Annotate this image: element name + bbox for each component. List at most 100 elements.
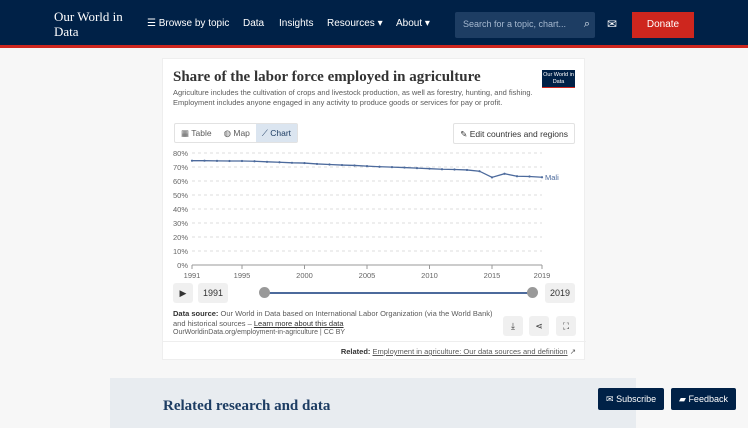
chart-title: Share of the labor force employed in agr… [173,69,481,85]
pencil-icon: ✎ [460,129,468,139]
related-link-row: Related: Employment in agriculture: Our … [341,347,576,356]
y-tick-label: 0% [177,261,188,270]
x-tick-label: 2000 [296,271,313,280]
line-chart-icon: ⟋ [261,128,268,138]
related-link[interactable]: Employment in agriculture: Our data sour… [372,347,568,356]
newsletter-icon[interactable]: ✉ [607,17,618,31]
tab-chart[interactable]: ⟋ Chart [255,124,298,142]
data-point [378,165,381,168]
series-label: Mali [545,173,559,182]
data-point [340,163,344,167]
nav-resources[interactable]: Resources ▾ [327,18,383,29]
data-point [265,160,269,163]
timeline-track[interactable] [269,292,533,294]
data-point [428,167,431,170]
y-tick-label: 70% [173,163,188,172]
owid-logo[interactable]: Our World in Data [54,9,123,39]
data-point [328,163,331,166]
data-point [228,159,231,163]
x-tick-label: 2015 [484,271,501,280]
y-tick-label: 10% [173,247,188,256]
timeline-end[interactable]: 2019 [545,283,575,303]
y-tick-label: 20% [173,233,188,242]
nav-data[interactable]: Data [243,18,265,29]
y-tick-label: 50% [173,191,188,200]
data-point [515,175,519,178]
timeline-start[interactable]: 1991 [198,283,228,303]
learn-more-link[interactable]: Learn more about this data [253,318,344,328]
tab-label: Chart [270,128,292,138]
x-tick-label: 2010 [421,271,438,280]
share-button[interactable]: ⋖ [529,316,549,336]
subscribe-label: Subscribe [616,394,657,404]
data-point [540,176,544,179]
data-point [453,168,456,171]
tab-label: Map [233,128,250,138]
x-tick-label: 2005 [359,271,376,280]
nav-label: Browse by topic [158,18,230,29]
data-source: Data source: Our World in Data based on … [173,309,499,338]
y-tick-label: 60% [173,177,188,186]
share-icon: ⋖ [535,321,543,331]
globe-icon: ◍ [223,128,231,138]
download-icon: ⤓ [511,321,515,331]
edit-countries-button[interactable]: ✎ Edit countries and regions [453,123,575,144]
data-point [478,170,481,173]
download-button[interactable]: ⤓ [503,316,523,336]
view-tabs: ▦ Table ◍ Map ⟋ Chart [174,123,299,143]
source-text: Our World in Data based on International… [173,309,493,328]
y-tick-label: 80% [173,149,188,158]
data-point [528,175,531,178]
comment-icon: ▰ [679,394,686,404]
tab-map[interactable]: ◍ Map [218,124,256,142]
feedback-label: Feedback [688,394,728,404]
data-point [278,161,281,164]
chart-card: Share of the labor force employed in agr… [162,58,586,360]
data-point [490,176,494,179]
data-point [365,165,369,168]
data-point [465,168,469,172]
subscribe-button[interactable]: ✉ Subscribe [598,388,665,410]
fullscreen-icon: ⛶ [562,321,570,331]
y-tick-label: 30% [173,219,188,228]
search-input[interactable]: Search for a topic, chart... ⌕ [455,12,595,38]
timeline-end-handle[interactable] [527,287,538,298]
line-chart: 0% 10% 20% 30% 40% 50% 60% 70% 80% 1991 1995 2000 20… [173,149,559,280]
divider [163,341,586,342]
play-button[interactable]: ▶ [173,283,193,303]
nav-insights[interactable]: Insights [279,18,314,29]
nav-about[interactable]: About ▾ [396,18,430,29]
data-point [403,166,406,169]
table-icon: ▦ [181,128,190,138]
tab-table[interactable]: ▦ Table [175,124,218,142]
nav-label: About [396,18,423,29]
data-point [190,159,194,162]
series-line-mali [192,160,543,179]
search-icon: ⌕ [583,18,590,30]
chart-subtitle: Agriculture includes the cultivation of … [173,88,533,107]
chevron-down-icon: ▾ [377,18,383,29]
menu-icon: ☰ [147,18,156,29]
x-tick-label: 1991 [184,271,201,280]
fullscreen-button[interactable]: ⛶ [556,316,576,336]
owid-badge: Our World in Data [542,70,575,88]
data-point [353,164,356,167]
edit-label: Edit countries and regions [469,129,568,139]
data-point [215,159,219,162]
envelope-icon: ✉ [606,394,614,404]
nav-browse-by-topic[interactable]: ☰ Browse by topic [147,18,229,29]
y-tick-label: 40% [173,205,188,214]
data-point [240,159,244,163]
related-heading: Related research and data [163,398,331,414]
data-point [203,159,206,162]
data-point [253,160,256,163]
related-label: Related: [340,347,371,356]
source-label: Data source: [173,309,219,318]
feedback-button[interactable]: ▰ Feedback [671,388,736,410]
donate-button[interactable]: Donate [632,12,694,38]
chevron-down-icon: ▾ [424,18,430,29]
timeline-start-handle[interactable] [259,287,270,298]
related-section: Related research and data [110,378,636,428]
data-point [290,161,294,164]
tab-label: Table [191,128,212,138]
